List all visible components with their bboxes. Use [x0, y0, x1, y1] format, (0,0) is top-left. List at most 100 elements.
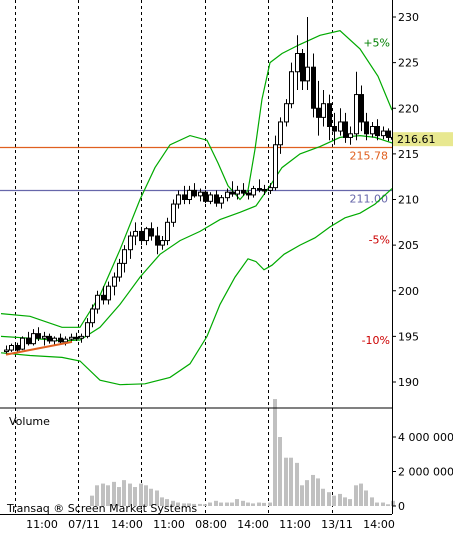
candle-body — [95, 294, 100, 310]
candle-body — [262, 188, 267, 192]
volume-bar — [354, 485, 358, 506]
price-levels: 215.78 211.00 +5% -5% -10% — [0, 37, 392, 347]
candle-body — [9, 345, 14, 351]
candle-body — [79, 335, 84, 339]
candle-body — [359, 94, 364, 123]
candle-body — [370, 126, 375, 135]
volume-bar — [251, 503, 255, 506]
candle-body — [182, 194, 187, 200]
candle-body — [343, 121, 348, 138]
volume-bar — [198, 503, 202, 506]
candle-body — [278, 121, 283, 146]
candle-body — [47, 335, 52, 342]
candle-body — [295, 53, 300, 73]
volume-bar — [246, 502, 250, 506]
volume-bar — [305, 480, 309, 506]
volume-bar — [332, 495, 336, 506]
volume-bar — [257, 502, 261, 506]
time-tick-label: 13/11 — [321, 518, 353, 531]
candle-body — [187, 189, 192, 200]
candle-body — [375, 126, 380, 137]
volume-bar — [171, 500, 175, 506]
price-tick-label: 230 — [398, 11, 419, 24]
time-tick-label: 11:00 — [279, 518, 311, 531]
volume-bar — [289, 457, 293, 506]
last-price-label: 216.61 — [397, 133, 436, 146]
candle-body — [4, 349, 9, 353]
candle-body — [348, 133, 353, 138]
volume-bar — [182, 503, 186, 506]
candle-body — [235, 189, 240, 195]
bollinger-lower — [0, 188, 393, 386]
time-tick-label: 11:00 — [26, 518, 58, 531]
candle-body — [52, 337, 57, 342]
volume-label: Volume — [9, 415, 50, 428]
time-tick-label: 14:00 — [363, 518, 395, 531]
pct-label: -10% — [362, 334, 390, 347]
candle-body — [74, 336, 79, 340]
volume-bar — [133, 487, 137, 506]
candle-body — [300, 53, 305, 82]
price-tick-label: 190 — [398, 376, 419, 389]
volume-bar — [122, 480, 126, 506]
footer-credit: Transaq ® Screen Market Systems — [6, 502, 197, 515]
candle-body — [289, 71, 294, 105]
volume-bar — [165, 499, 169, 506]
price-tick-label: 210 — [398, 194, 419, 207]
level-label: 215.78 — [350, 150, 389, 163]
volume-tick-label: 2 000 000 — [398, 466, 453, 479]
price-tick-label: 220 — [398, 102, 419, 115]
volume-bar — [364, 490, 368, 506]
candle-body — [214, 194, 219, 204]
volume-bar — [338, 493, 342, 506]
candle-body — [101, 294, 106, 301]
volume-bar — [219, 502, 223, 506]
candle-body — [273, 144, 278, 189]
pct-label: +5% — [363, 37, 390, 50]
volume-tick-label: 4 000 000 — [398, 431, 453, 444]
volume-bar — [295, 462, 299, 506]
volume-bar — [262, 502, 266, 506]
candle-body — [386, 130, 391, 138]
volume-bar — [106, 485, 110, 506]
candle-body — [171, 203, 176, 223]
candle-body — [230, 191, 235, 195]
candle-body — [58, 337, 63, 343]
volume-bar — [128, 483, 132, 506]
candle-body — [246, 192, 251, 196]
last-price-box — [393, 132, 453, 147]
volume-bar — [321, 488, 325, 506]
candle-body — [176, 194, 181, 205]
volume-bar — [149, 488, 153, 506]
candle-body — [63, 338, 68, 343]
volume-bar — [268, 502, 272, 506]
volume-bar — [235, 499, 239, 506]
volume-bar — [278, 437, 282, 506]
volume-bar — [359, 483, 363, 506]
candle-body — [381, 130, 386, 137]
candle-body — [251, 188, 256, 196]
candle-body — [364, 121, 369, 135]
candle-body — [225, 191, 230, 199]
time-axis: 11:00 07/11 14:00 11:00 08:00 14:00 11:00 13/11… — [26, 518, 395, 531]
volume-bars — [90, 399, 395, 506]
level-label: 211.00 — [350, 193, 389, 206]
candle-body — [257, 188, 262, 191]
candle-body — [203, 191, 208, 202]
volume-bar — [311, 474, 315, 506]
volume-bar — [155, 490, 159, 506]
trend-line — [5, 340, 73, 356]
candle-body — [327, 103, 332, 127]
candle-body — [31, 333, 36, 345]
candle-body — [332, 126, 337, 132]
volume-bar — [225, 502, 229, 506]
time-tick-label: 14:00 — [237, 518, 269, 531]
candle-body — [192, 189, 197, 197]
candle-body — [155, 235, 160, 246]
volume-bar — [386, 504, 390, 506]
pct-label: -5% — [369, 234, 390, 247]
price-tick-label: 225 — [398, 57, 419, 70]
candle-body — [69, 336, 74, 340]
volume-bar — [284, 457, 288, 506]
